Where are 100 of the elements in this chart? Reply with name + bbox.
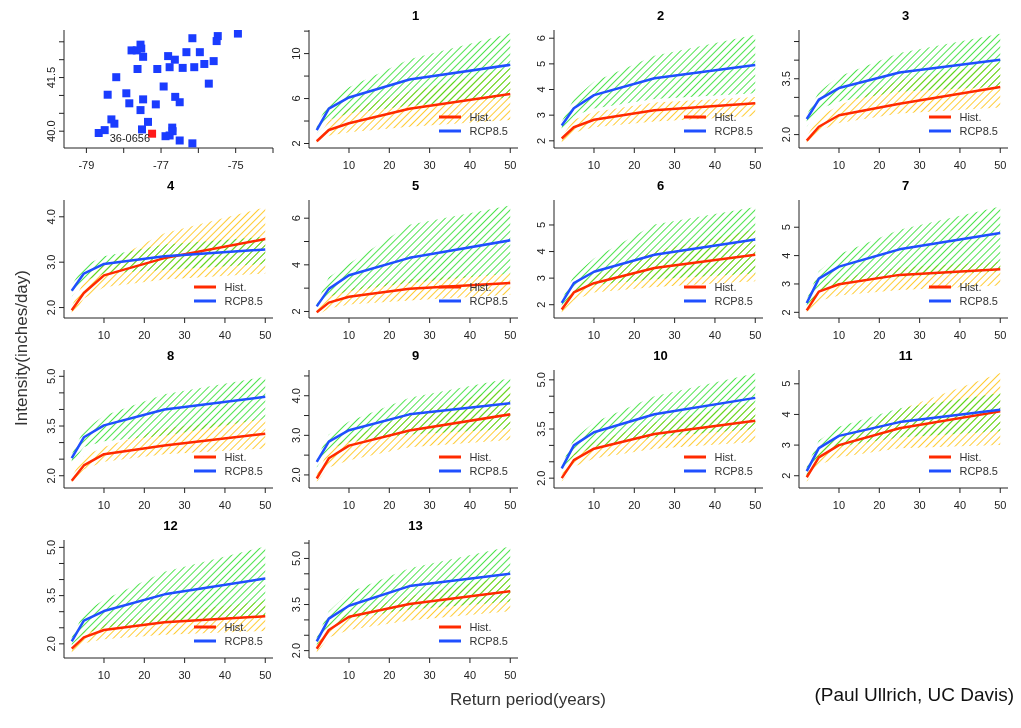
point xyxy=(200,59,209,68)
line-series xyxy=(805,231,1002,305)
line-series xyxy=(805,85,1002,142)
y-tick-label: 4.0 xyxy=(290,388,302,404)
x-tick-label: 10 xyxy=(342,669,356,681)
y-tick-label: 3 xyxy=(535,275,547,282)
y-tick-label: 3 xyxy=(780,442,792,449)
x-tick-label: 40 xyxy=(218,499,232,511)
legend-label: Hist. xyxy=(714,110,737,124)
line-series xyxy=(70,432,267,482)
x-tick-label: 10 xyxy=(832,159,846,171)
y-tick-label: 5.0 xyxy=(290,550,302,567)
x-tick-label: 50 xyxy=(259,669,272,681)
y-tick-label: 3.5 xyxy=(780,71,792,87)
x-tick-label: 40 xyxy=(708,499,722,511)
y-tick-label: 4 xyxy=(780,252,792,259)
y-tick-label: 3.0 xyxy=(45,254,57,270)
x-tick-label: 50 xyxy=(259,329,272,341)
x-tick-label: 40 xyxy=(953,329,967,341)
x-tick-label: 30 xyxy=(178,329,191,341)
line-series xyxy=(70,248,267,293)
y-tick-label: 2.0 xyxy=(45,468,57,484)
y-tick-label: 2.0 xyxy=(45,299,57,316)
y-tick-label: 5 xyxy=(780,224,792,231)
point xyxy=(195,48,204,57)
annotation: 36-0656 xyxy=(109,131,151,144)
point xyxy=(164,52,173,61)
x-tick-label: 40 xyxy=(463,329,477,341)
y-tick-label: 3 xyxy=(780,280,792,288)
point xyxy=(133,64,142,73)
chart-title: 2 xyxy=(655,8,666,25)
point xyxy=(170,55,179,64)
line-series xyxy=(805,58,1002,121)
legend-label: RCP8.5 xyxy=(469,294,508,308)
legend-label: Hist. xyxy=(959,450,982,464)
x-tick-label: 30 xyxy=(423,669,436,681)
y-tick-label: 2.0 xyxy=(290,642,302,659)
line-series xyxy=(315,239,512,308)
x-tick-label: 20 xyxy=(628,499,641,511)
y-tick-label: 3.5 xyxy=(45,418,57,434)
point xyxy=(138,125,146,134)
y-tick-label: 2.0 xyxy=(780,126,792,143)
x-tick-label: 30 xyxy=(668,159,681,171)
x-tick-label: 30 xyxy=(668,499,681,511)
x-tick-label: 10 xyxy=(342,499,356,511)
line-series xyxy=(70,395,267,460)
legend-label: Hist. xyxy=(714,280,737,294)
point xyxy=(148,129,157,138)
line-series xyxy=(70,577,267,643)
x-tick-label: -77 xyxy=(153,159,169,171)
x-tick-label: 10 xyxy=(97,329,111,341)
y-tick-label: 4 xyxy=(535,248,547,255)
point xyxy=(212,37,221,46)
x-tick-label: 20 xyxy=(138,499,151,511)
x-tick-label: 10 xyxy=(587,159,601,171)
x-tick-label: 40 xyxy=(708,329,722,341)
point xyxy=(100,126,109,135)
legend-label: RCP8.5 xyxy=(469,464,508,478)
y-axis-title: Intensity(inches/day) xyxy=(12,270,32,426)
x-tick-label: 20 xyxy=(873,159,886,171)
y-tick-label: 4 xyxy=(535,86,547,93)
y-tick-label: 2 xyxy=(780,309,792,316)
y-tick-label: 5 xyxy=(780,380,792,387)
x-tick-label: 20 xyxy=(873,329,886,341)
line-series xyxy=(315,281,512,314)
text: (Paul Ullrich, UC Davis) xyxy=(814,684,1014,706)
point xyxy=(190,63,199,72)
chart-title: 11 xyxy=(897,348,914,365)
point xyxy=(143,117,152,126)
x-tick-label: 50 xyxy=(504,669,517,681)
y-tick-label: 6 xyxy=(290,95,302,102)
legend-label: RCP8.5 xyxy=(714,124,753,138)
point xyxy=(204,79,213,88)
x-tick-label: 50 xyxy=(749,159,762,171)
legend-label: RCP8.5 xyxy=(469,124,508,138)
line-series xyxy=(560,102,757,140)
point xyxy=(139,52,148,61)
line-series xyxy=(560,419,757,480)
x-tick-label: 20 xyxy=(628,159,641,171)
line-series xyxy=(315,413,512,480)
line-series xyxy=(315,92,512,143)
y-tick-label: 2 xyxy=(290,140,302,147)
y-tick-label: 2.0 xyxy=(535,470,547,486)
line-series xyxy=(560,253,757,311)
x-tick-label: 40 xyxy=(463,159,477,171)
y-tick-label: 3.5 xyxy=(290,596,302,613)
x-tick-label: -79 xyxy=(78,159,95,171)
x-tick-label: 50 xyxy=(994,499,1007,511)
point xyxy=(122,89,131,98)
legend-label: RCP8.5 xyxy=(959,464,998,478)
point xyxy=(136,106,145,115)
chart-title: 8 xyxy=(165,348,176,365)
legend-label: Hist. xyxy=(469,620,492,634)
legend-label: Hist. xyxy=(224,280,247,294)
x-tick-label: 40 xyxy=(218,669,232,681)
point xyxy=(165,63,174,72)
x-tick-label: 50 xyxy=(259,499,272,511)
legend-label: RCP8.5 xyxy=(714,464,753,478)
y-tick-label: 2.0 xyxy=(45,636,57,652)
y-tick-label: 2 xyxy=(780,472,792,479)
